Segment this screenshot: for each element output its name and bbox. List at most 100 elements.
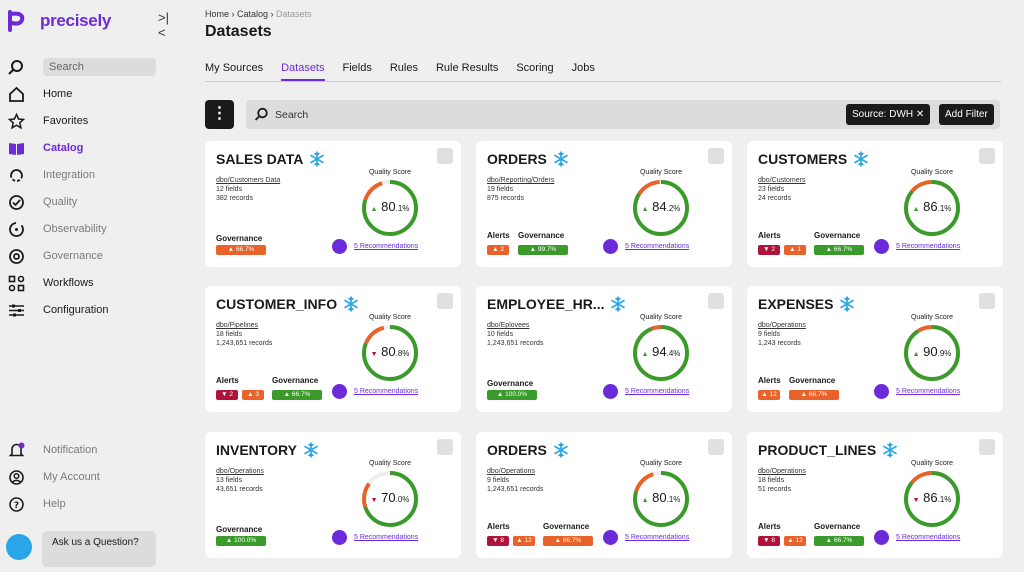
alert-badge[interactable]: ▼ 8 [758, 536, 780, 546]
select-checkbox[interactable] [979, 293, 995, 309]
select-checkbox[interactable] [708, 148, 724, 164]
alert-badge[interactable]: ▲ 12 [758, 390, 780, 400]
dataset-card[interactable]: EMPLOYEE_HR... dbo/Eplovees 10 fields 1,243… [476, 286, 732, 412]
recommendations-link[interactable]: 5 Recommendations [625, 388, 690, 395]
search-nav[interactable] [8, 58, 25, 76]
recommendations-link[interactable]: 5 Recommendations [625, 534, 690, 541]
dataset-path[interactable]: dbo/Customers [758, 177, 806, 184]
sidebar-item-integration[interactable]: Integration [8, 166, 95, 184]
dataset-card[interactable]: SALES DATA dbo/Customers Data 12 fields 382… [205, 141, 461, 267]
governance-badge[interactable]: ▲ 99.7% [518, 245, 568, 255]
sidebar-item-quality[interactable]: Quality [8, 193, 77, 211]
dataset-path[interactable]: dbo/Operations [758, 468, 806, 475]
dataset-card[interactable]: CUSTOMERS dbo/Customers 23 fields 24 record… [747, 141, 1003, 267]
governance-badge[interactable]: ▲ 66.7% [814, 245, 864, 255]
dataset-card[interactable]: CUSTOMER_INFO dbo/Pipelines 18 fields 1,243… [205, 286, 461, 412]
select-checkbox[interactable] [437, 148, 453, 164]
sidebar-item-workflows[interactable]: Workflows [8, 274, 94, 292]
sidebar-search-input[interactable]: Search [43, 58, 156, 76]
sidebar-item-favorites[interactable]: Favorites [8, 112, 88, 130]
tab-datasets[interactable]: Datasets [281, 62, 325, 81]
brand-logo[interactable]: precisely [8, 10, 111, 32]
dataset-title[interactable]: SALES DATA [216, 151, 325, 167]
lightbulb-icon[interactable] [332, 384, 347, 399]
lightbulb-icon[interactable] [603, 384, 618, 399]
alert-badge[interactable]: ▲ 12 [513, 536, 535, 546]
select-checkbox[interactable] [979, 439, 995, 455]
lightbulb-icon[interactable] [874, 530, 889, 545]
search-bar[interactable]: Search Source: DWH ✕ Add Filter [246, 100, 1000, 129]
sidebar-item-governance[interactable]: Governance [8, 247, 103, 265]
dataset-title[interactable]: EMPLOYEE_HR... [487, 296, 626, 312]
lightbulb-icon[interactable] [332, 530, 347, 545]
governance-badge[interactable]: ▲ 66.7% [789, 390, 839, 400]
lightbulb-icon[interactable] [874, 239, 889, 254]
alert-badge[interactable]: ▲ 2 [487, 245, 509, 255]
sidebar-item-home[interactable]: Home [8, 85, 72, 103]
dataset-path[interactable]: dbo/Reporting/Orders [487, 177, 555, 184]
select-checkbox[interactable] [979, 148, 995, 164]
dataset-path[interactable]: dbo/Eplovees [487, 322, 530, 329]
dataset-card[interactable]: EXPENSES dbo/Operations 9 fields 1,243 reco… [747, 286, 1003, 412]
dataset-title[interactable]: PRODUCT_LINES [758, 442, 898, 458]
dataset-card[interactable]: ORDERS dbo/Operations 9 fields 1,243,651 re… [476, 432, 732, 558]
breadcrumb-catalog[interactable]: Catalog [237, 9, 269, 19]
dataset-path[interactable]: dbo/Pipelines [216, 322, 259, 329]
tab-fields[interactable]: Fields [342, 62, 372, 74]
recommendations-link[interactable]: 5 Recommendations [896, 388, 961, 395]
select-checkbox[interactable] [437, 293, 453, 309]
recommendations-link[interactable]: 5 Recommendations [354, 388, 419, 395]
governance-badge[interactable]: ▲ 66.7% [272, 390, 322, 400]
ask-us-button[interactable]: Ask us a Question? [42, 531, 156, 567]
filter-chip[interactable]: Source: DWH ✕ [846, 104, 931, 125]
governance-badge[interactable]: ▲ 66.7% [543, 536, 593, 546]
alert-badge[interactable]: ▲ 3 [242, 390, 264, 400]
governance-badge[interactable]: ▲ 100.0% [216, 536, 266, 546]
chat-icon[interactable] [6, 534, 32, 560]
lightbulb-icon[interactable] [603, 530, 618, 545]
select-checkbox[interactable] [708, 439, 724, 455]
governance-badge[interactable]: ▲ 100.0% [487, 390, 537, 400]
dataset-path[interactable]: dbo/Customers Data [216, 177, 281, 184]
tab-my-sources[interactable]: My Sources [205, 62, 264, 74]
dataset-card[interactable]: ORDERS dbo/Reporting/Orders 19 fields 875 r… [476, 141, 732, 267]
dataset-title[interactable]: EXPENSES [758, 296, 855, 312]
dataset-title[interactable]: INVENTORY [216, 442, 319, 458]
dataset-title[interactable]: ORDERS [487, 442, 569, 458]
select-checkbox[interactable] [708, 293, 724, 309]
recommendations-link[interactable]: 5 Recommendations [354, 534, 419, 541]
alert-badge[interactable]: ▼ 2 [758, 245, 780, 255]
recommendations-link[interactable]: 5 Recommendations [896, 534, 961, 541]
alert-badge[interactable]: ▲ 1 [784, 245, 806, 255]
dataset-path[interactable]: dbo/Operations [216, 468, 264, 475]
lightbulb-icon[interactable] [874, 384, 889, 399]
select-checkbox[interactable] [437, 439, 453, 455]
recommendations-link[interactable]: 5 Recommendations [896, 243, 961, 250]
recommendations-link[interactable]: 5 Recommendations [625, 243, 690, 250]
close-icon[interactable]: ✕ [915, 109, 925, 120]
tab-rules[interactable]: Rules [389, 62, 418, 74]
search-input[interactable]: Search [275, 109, 309, 121]
dataset-path[interactable]: dbo/Operations [758, 322, 806, 329]
sidebar-item-catalog[interactable]: Catalog [8, 139, 83, 157]
dataset-card[interactable]: PRODUCT_LINES dbo/Operations 18 fields 51 r… [747, 432, 1003, 558]
breadcrumb-home[interactable]: Home [205, 9, 230, 19]
alert-badge[interactable]: ▲ 12 [784, 536, 806, 546]
dataset-path[interactable]: dbo/Operations [487, 468, 535, 475]
lightbulb-icon[interactable] [603, 239, 618, 254]
sidebar-item-notification[interactable]: Notification [8, 441, 97, 459]
dataset-card[interactable]: INVENTORY dbo/Operations 13 fields 43,651 r… [205, 432, 461, 558]
governance-badge[interactable]: ▲ 66.7% [216, 245, 266, 255]
more-menu-button[interactable]: ⋮ [205, 100, 234, 129]
alert-badge[interactable]: ▼ 2 [216, 390, 238, 400]
add-filter-button[interactable]: Add Filter [939, 104, 994, 125]
sidebar-item-configuration[interactable]: Configuration [8, 301, 108, 319]
dataset-title[interactable]: CUSTOMERS [758, 151, 869, 167]
governance-badge[interactable]: ▲ 66.7% [814, 536, 864, 546]
sidebar-item-observability[interactable]: Observability [8, 220, 107, 238]
tab-rule-results[interactable]: Rule Results [435, 62, 499, 74]
sidebar-item-help[interactable]: ? Help [8, 495, 66, 513]
dataset-title[interactable]: ORDERS [487, 151, 569, 167]
collapse-sidebar-icon[interactable]: >|< [158, 10, 169, 40]
dataset-title[interactable]: CUSTOMER_INFO [216, 296, 359, 312]
